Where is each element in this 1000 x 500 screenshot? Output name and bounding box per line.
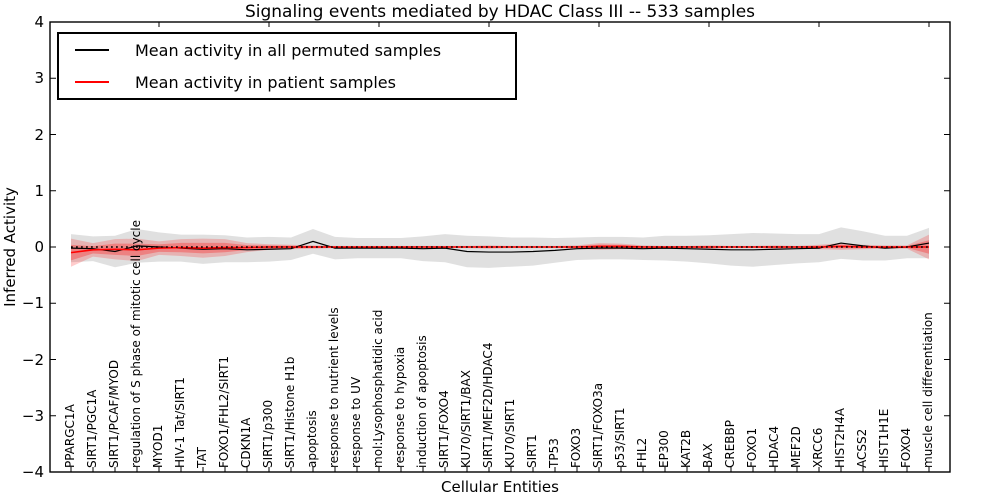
x-tick-label: SIRT1/FOXO3a <box>591 382 605 468</box>
x-tick-label: TP53 <box>547 438 561 468</box>
x-tick-label: KU70/SIRT1/BAX <box>459 370 473 468</box>
x-tick-label: FOXO1/FHL2/SIRT1 <box>217 355 231 468</box>
x-tick-label: response to nutrient levels <box>327 307 341 468</box>
x-tick-label: CREBBP <box>723 420 737 468</box>
permuted-mean-line <box>70 240 930 253</box>
x-tick-label: FOXO4 <box>899 427 913 468</box>
y-tick-label: 1 <box>34 181 44 200</box>
x-tick-label: KAT2B <box>679 429 693 468</box>
x-tick-label: regulation of S phase of mitotic cell cy… <box>129 220 143 468</box>
x-tick-label: SIRT1/Histone H1b <box>283 356 297 468</box>
legend-label-permuted: Mean activity in all permuted samples <box>135 40 442 60</box>
y-tick-label: 0 <box>34 238 44 256</box>
y-tick-label: −1 <box>21 294 44 313</box>
legend-row-permuted: Mean activity in all permuted samples <box>59 34 515 66</box>
chart-title: Signaling events mediated by HDAC Class … <box>244 2 756 22</box>
patient-std-band-outer <box>71 234 929 267</box>
x-tick-label: SIRT1/PCAF/MYOD <box>107 359 121 468</box>
x-tick-label: XRCC6 <box>811 427 825 468</box>
patient-std-band-inner <box>71 240 929 261</box>
x-tick-label: SIRT1/p300 <box>261 399 275 468</box>
x-tick-label: FOXO3 <box>569 427 583 468</box>
x-tick-label: HIST1H1E <box>877 408 891 468</box>
x-tick-label: response to hypoxia <box>393 346 407 468</box>
x-tick-label: HIST2H4A <box>833 407 847 468</box>
x-tick-label: BAX <box>701 443 715 468</box>
y-tick-label: −3 <box>21 406 44 425</box>
x-tick-label: induction of apoptosis <box>415 335 429 468</box>
x-tick-label: FHL2 <box>635 437 649 468</box>
x-tick-label: ACSS2 <box>855 428 869 468</box>
y-tick-label: 4 <box>34 13 44 31</box>
x-tick-label: SIRT1/FOXO4 <box>437 390 451 468</box>
x-tick-label: SIRT1 <box>525 434 539 468</box>
legend: Mean activity in all permuted samples Me… <box>57 32 517 100</box>
x-tick-label: MYOD1 <box>151 424 165 468</box>
x-tick-label: TAT <box>195 446 209 468</box>
legend-label-patient: Mean activity in patient samples <box>135 72 396 92</box>
y-tick-label: −2 <box>21 350 44 369</box>
x-tick-label: EP300 <box>657 430 671 468</box>
x-tick-label: mol:Lysophosphatidic acid <box>371 309 385 468</box>
y-tick-label: 2 <box>34 125 44 144</box>
y-tick-label: −4 <box>21 463 44 481</box>
y-tick-label: 3 <box>34 69 44 88</box>
x-tick-label: p53/SIRT1 <box>613 407 627 468</box>
x-tick-label: HIV-1 Tat/SIRT1 <box>173 377 187 468</box>
x-tick-label: FOXO1 <box>745 427 759 468</box>
x-tick-label: HDAC4 <box>767 425 781 468</box>
x-tick-label: response to UV <box>349 376 363 468</box>
permuted-line-swatch <box>75 49 109 51</box>
x-tick-label: SIRT1/PGC1A <box>85 389 99 468</box>
x-tick-label: PPARGC1A <box>63 404 77 468</box>
patient-line-swatch <box>75 81 109 83</box>
x-tick-label: muscle cell differentiation <box>921 312 935 468</box>
x-tick-label: apoptosis <box>305 410 319 468</box>
x-axis-label: Cellular Entities <box>441 478 559 496</box>
legend-row-patient: Mean activity in patient samples <box>59 66 515 98</box>
x-tick-label: MEF2D <box>789 426 803 468</box>
x-tick-label: KU70/SIRT1 <box>503 398 517 468</box>
x-tick-label: CDKN1A <box>239 417 253 468</box>
x-tick-label: SIRT1/MEF2D/HDAC4 <box>481 342 495 468</box>
